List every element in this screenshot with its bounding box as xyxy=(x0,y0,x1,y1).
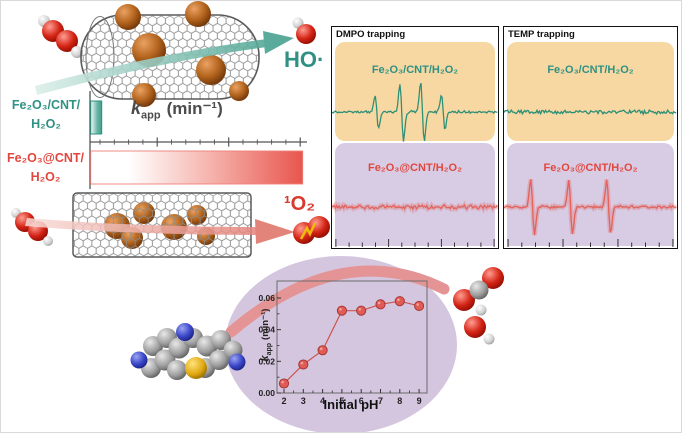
epr-sample-label: Fe₂O₃@CNT/H₂O₂ xyxy=(367,162,463,174)
k-unit: (min⁻¹) xyxy=(259,308,271,340)
epr-panel-temp: TEMP trapping Fe₂O₃/CNT/H₂O₂ Fe₂O₃@CNT/H… xyxy=(503,26,678,249)
epr-panel-dmpo: DMPO trapping Fe₂O₃/CNT/H₂O₂ Fe₂O₃@CNT/H… xyxy=(331,26,499,249)
methylene-blue-molecule xyxy=(130,323,246,380)
epr-panel-title: TEMP trapping xyxy=(508,29,575,40)
svg-text:8: 8 xyxy=(397,396,402,406)
singlet-oxygen-label: ¹O₂ xyxy=(284,193,316,215)
svg-text:0.00: 0.00 xyxy=(258,388,275,398)
mineralization-products xyxy=(453,267,504,345)
k-subscript: app xyxy=(266,342,274,356)
svg-text:3: 3 xyxy=(301,396,306,406)
svg-text:0.06: 0.06 xyxy=(258,293,275,303)
epr-axis-ticks xyxy=(335,239,495,247)
cnt-inner-scheme-illustration xyxy=(11,192,330,258)
svg-text:4: 4 xyxy=(320,396,325,406)
epr-trace-dmpo-fe2o3-at-cnt xyxy=(332,200,498,215)
svg-text:5: 5 xyxy=(339,396,344,406)
epr-sample-label: Fe₂O₃@CNT/H₂O₂ xyxy=(543,162,638,174)
svg-text:7: 7 xyxy=(378,396,383,406)
catalyst-label-line: Fe₂O₃/CNT/ xyxy=(11,98,81,112)
reaction-arc xyxy=(225,265,450,338)
reaction-arrow-bottom xyxy=(25,218,295,244)
singlet-oxygen-molecule-icon xyxy=(293,216,330,244)
h2o-molecule-icon xyxy=(464,304,495,345)
k-symbol: k xyxy=(131,98,142,118)
catalyst-label-fe2o3-cnt: Fe₂O₃/CNT/ H₂O₂ xyxy=(3,96,89,134)
cnt-outer-scheme-illustration xyxy=(35,1,316,107)
ph-chart-y-axis-label: kapp (min⁻¹) xyxy=(259,275,273,395)
reaction-arrow-top xyxy=(35,31,294,95)
epr-purple-box xyxy=(335,143,495,246)
h2o2-molecule-icon xyxy=(38,15,83,58)
epr-trace-temp-fe2o3-at-cnt xyxy=(504,178,677,236)
epr-sample-label: Fe₂O₃/CNT/H₂O₂ xyxy=(371,64,459,76)
catalyst-label-line: Fe₂O₃@CNT/ xyxy=(7,151,84,165)
svg-text:6: 6 xyxy=(359,396,364,406)
svg-text:0.04: 0.04 xyxy=(258,325,275,335)
epr-orange-box xyxy=(335,42,495,141)
fe2o3-particles-outside xyxy=(115,1,249,107)
degradation-ellipse xyxy=(225,256,457,432)
epr-trace-temp-fe2o3-cnt xyxy=(504,108,677,116)
k-subscript: app xyxy=(141,109,161,122)
ph-chart-x-axis-label: Initial pH xyxy=(323,397,379,412)
hydroxyl-radical-label: HO· xyxy=(284,47,325,72)
catalyst-label-fe2o3-at-cnt: Fe₂O₃@CNT/ H₂O₂ xyxy=(1,149,90,187)
energy-bolt-icon xyxy=(299,222,317,240)
epr-axis-ticks xyxy=(507,239,674,247)
k-unit: (min⁻¹) xyxy=(166,99,223,118)
svg-text:9: 9 xyxy=(417,396,422,406)
catalyst-label-line: H₂O₂ xyxy=(30,169,61,184)
epr-orange-box xyxy=(507,42,674,141)
kapp-bar-chart xyxy=(89,91,307,189)
co2-molecule-icon xyxy=(453,267,504,311)
bar-chart-axis-label: kapp (min⁻¹) xyxy=(131,98,223,121)
hydroxyl-molecule-icon xyxy=(292,17,316,44)
ph-kinetics-chart: 2 3 4 5 6 7 8 9 0.00 0.02 0.04 0.06 xyxy=(258,280,428,406)
svg-text:2: 2 xyxy=(281,396,286,406)
epr-trace-dmpo-fe2o3-cnt xyxy=(332,82,498,142)
catalyst-label-line: H₂O₂ xyxy=(31,116,61,131)
epr-sample-label: Fe₂O₃/CNT/H₂O₂ xyxy=(547,64,634,76)
k-symbol: k xyxy=(258,355,271,362)
svg-text:0.02: 0.02 xyxy=(258,356,275,366)
epr-panel-title: DMPO trapping xyxy=(336,29,406,40)
